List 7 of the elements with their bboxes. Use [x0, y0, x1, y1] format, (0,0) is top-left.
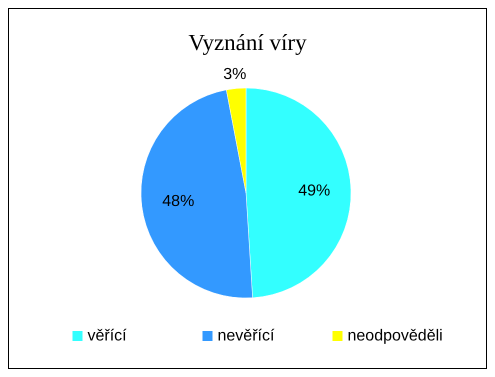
- data-label: 49%: [298, 182, 330, 200]
- legend-label: neodpověděli: [348, 328, 443, 344]
- legend-label: nevěřící: [218, 328, 275, 344]
- legend-label: věřící: [88, 328, 128, 344]
- data-label: 3%: [223, 66, 246, 84]
- data-label: 48%: [162, 193, 194, 210]
- chart-title: Vyznání víry: [188, 30, 308, 55]
